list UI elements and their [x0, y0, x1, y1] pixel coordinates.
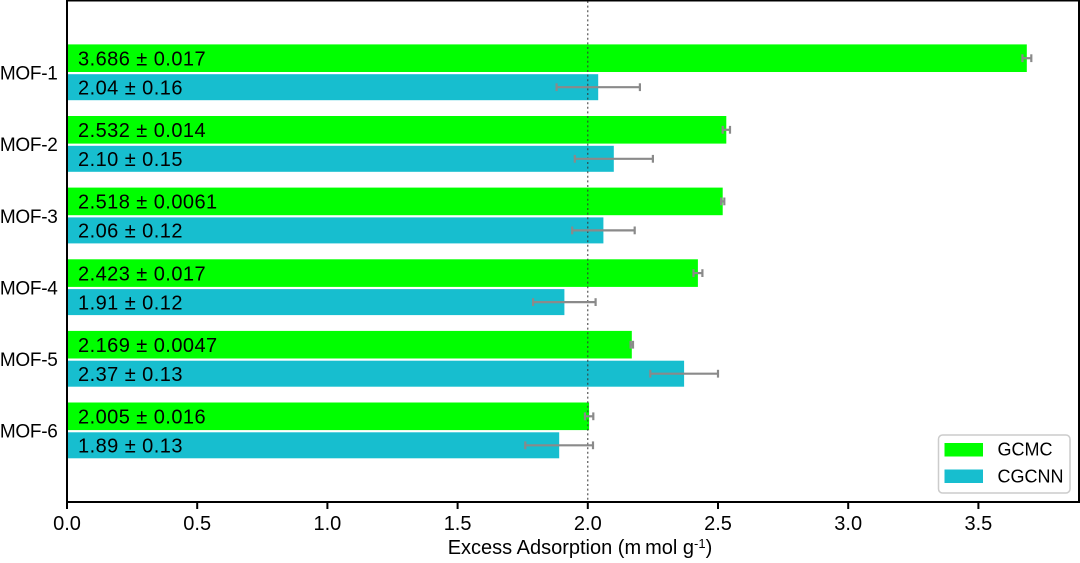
svg-text:MOF-6: MOF-6: [0, 422, 58, 443]
svg-text:1.89 ± 0.13: 1.89 ± 0.13: [78, 436, 183, 458]
svg-text:2.005 ± 0.016: 2.005 ± 0.016: [78, 407, 206, 429]
svg-text:MOF-4: MOF-4: [0, 279, 58, 300]
svg-text:0.5: 0.5: [183, 513, 211, 535]
svg-text:1.91 ± 0.12: 1.91 ± 0.12: [78, 292, 183, 314]
svg-text:Excess Adsorption (m mol g-1): Excess Adsorption (m mol g-1): [448, 536, 713, 558]
svg-text:MOF-3: MOF-3: [0, 207, 58, 228]
svg-text:2.423 ± 0.017: 2.423 ± 0.017: [78, 263, 206, 285]
svg-text:MOF-2: MOF-2: [0, 135, 58, 156]
svg-text:1.0: 1.0: [313, 513, 341, 535]
svg-text:GCMC: GCMC: [998, 440, 1053, 460]
svg-text:3.686 ± 0.017: 3.686 ± 0.017: [78, 49, 206, 71]
svg-text:2.5: 2.5: [704, 513, 732, 535]
svg-text:MOF-1: MOF-1: [0, 64, 58, 85]
svg-text:1.5: 1.5: [444, 513, 472, 535]
svg-text:2.06 ± 0.12: 2.06 ± 0.12: [78, 221, 183, 243]
svg-text:2.532 ± 0.014: 2.532 ± 0.014: [78, 120, 206, 142]
svg-text:3.5: 3.5: [964, 513, 992, 535]
svg-text:0.0: 0.0: [53, 513, 81, 535]
svg-text:2.518 ± 0.0061: 2.518 ± 0.0061: [78, 192, 218, 214]
svg-text:2.04 ± 0.16: 2.04 ± 0.16: [78, 78, 183, 100]
svg-text:2.37 ± 0.13: 2.37 ± 0.13: [78, 364, 183, 386]
svg-text:2.0: 2.0: [574, 513, 602, 535]
svg-text:CGCNN: CGCNN: [998, 467, 1064, 487]
svg-text:2.169 ± 0.0047: 2.169 ± 0.0047: [78, 335, 218, 357]
svg-text:2.10 ± 0.15: 2.10 ± 0.15: [78, 149, 183, 171]
svg-text:MOF-5: MOF-5: [0, 350, 58, 371]
svg-text:3.0: 3.0: [834, 513, 862, 535]
